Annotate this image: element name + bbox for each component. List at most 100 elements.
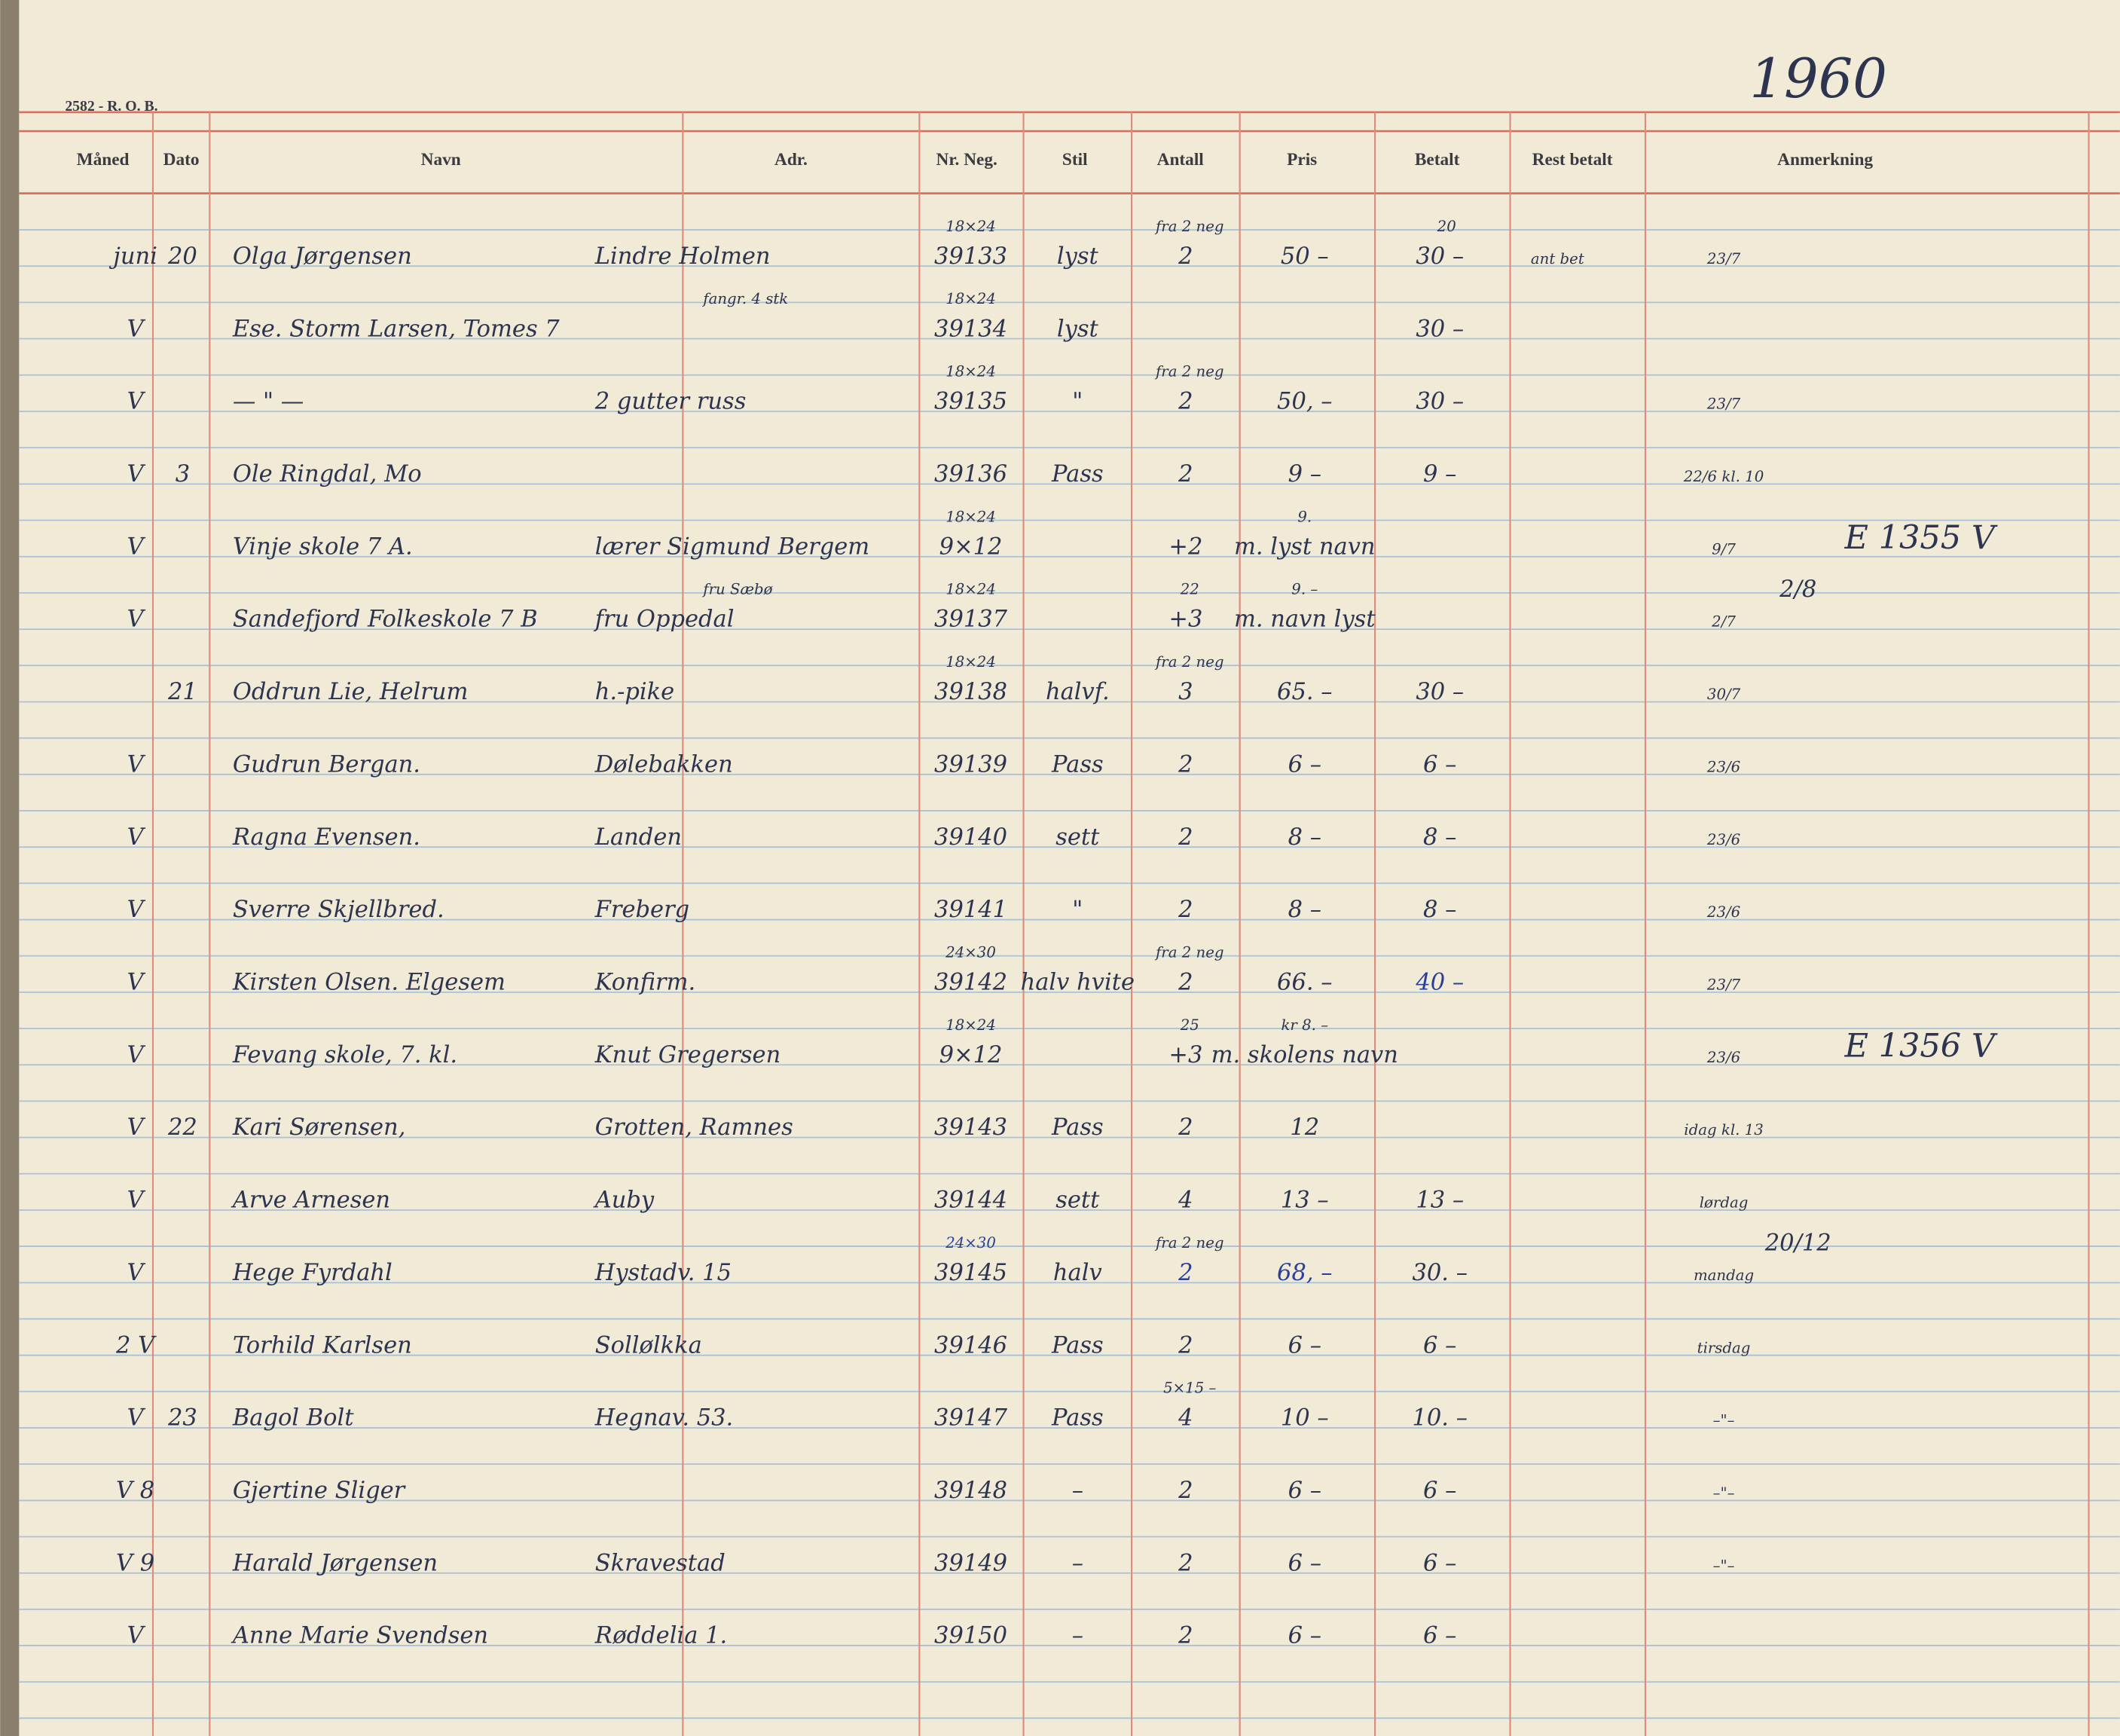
entry-antall: 2 [1178,969,1193,995]
entry-neg: 39140 [934,824,1007,851]
entry-pris: 10 – [1281,1405,1329,1432]
entry-navn: Kirsten Olsen. Elgesem [232,969,506,995]
entry-anm: 23/7 [1706,396,1741,413]
column-header: Antall [1157,150,1205,170]
entry-antall: +2 [1168,533,1202,560]
entry-betalt: 6 – [1423,751,1456,778]
entry-neg: 39141 [934,897,1007,923]
entry-neg: 39142 [934,969,1007,995]
entry-mark: V [127,389,146,415]
entry-mark: V [127,824,146,851]
entry-navn: Ese. Storm Larsen, Tomes 7 [232,316,560,342]
entry-stil: lyst [1057,243,1099,270]
entry-stil: – [1072,1478,1083,1504]
column-headers: Måned Dato Navn Adr. Nr. Neg. Stil Antall Pris B… [77,150,1874,170]
entry-mark: juni [108,243,157,270]
entry-adr: Røddelia 1. [594,1623,727,1649]
entry-dato: 3 [176,461,190,487]
entry-stil: Pass [1051,1332,1104,1359]
entry-adr: h.-pike [595,679,674,705]
column-header: Stil [1062,150,1088,170]
entry-mark: V [127,1187,146,1214]
entry-navn: Kari Sørensen, [232,1114,406,1141]
entries: juni 20 Olga Jørgensen Lindre Holmen18×2439… [108,218,1997,1649]
entry-mark: 2 V [115,1332,157,1359]
entry-adr: Konfirm. [594,969,696,995]
entry-format: 18×24 [945,290,996,307]
entry-format: 18×24 [945,1016,996,1034]
ruling [19,112,2120,1736]
entry-betalt: 13 – [1416,1187,1464,1214]
column-header: Rest betalt [1532,150,1613,170]
entry-stil: " [1072,389,1083,415]
entry-stil: – [1072,1550,1083,1576]
entry-betalt: 9 – [1423,461,1456,487]
entry-mark: V [127,1405,146,1432]
entry-neg: 39134 [934,316,1007,342]
entry-antall: 4 [1178,1405,1193,1432]
entry-betalt: 6 – [1423,1623,1456,1649]
entry-neg: 39137 [934,607,1008,633]
entry-adr: Grotten, Ramnes [595,1114,793,1141]
entry-antall: 3 [1178,679,1193,705]
column-header: Dato [163,150,200,170]
entry-navn: Anne Marie Svendsen [231,1623,488,1649]
entry-anm: lørdag [1700,1194,1749,1212]
entry-betalt: 6 – [1423,1550,1456,1576]
entry-neg: 9×12 [939,533,1003,560]
entry-anm-note: 20/12 [1764,1230,1831,1256]
entry-pris: 65. – [1277,679,1332,705]
entry-adr: lærer Sigmund Bergem [595,533,869,560]
entry-anm: 2/7 [1711,613,1736,631]
entry-betalt: 40 – [1415,969,1464,995]
entry-format: 18×24 [945,508,996,525]
entry-dato: 22 [167,1114,197,1141]
entry-navn: Sverre Skjellbred. [233,897,444,923]
entry-pris-note: 9. [1297,508,1312,525]
year: 1960 [1749,47,1887,110]
entry-pris: 6 – [1288,1623,1321,1649]
entry-navn: Harald Jørgensen [232,1550,438,1576]
entry-neg: 9×12 [939,1042,1003,1068]
entry-navn: Fevang skole, 7. kl. [232,1042,457,1068]
entry-adr: Hystadv. 15 [594,1260,732,1286]
entry-adr: Hegnav. 53. [594,1405,734,1432]
entry-pris: 8 – [1288,897,1321,923]
entry-antall: 2 [1178,389,1193,415]
column-header: Navn [421,150,461,170]
entry-stil: Pass [1051,461,1104,487]
entry-antall-note: fra 2 neg [1154,653,1224,671]
entry-betalt: 30. – [1412,1260,1467,1286]
entry-stil: – [1072,1623,1083,1649]
entry-extra: E 1355 V [1844,519,1998,557]
entry-antall-note: 25 [1180,1016,1199,1034]
binding [0,0,20,1736]
entry-mark: V [127,1042,146,1068]
entry-stil: Pass [1051,751,1104,778]
entry-betalt: 30 – [1416,389,1464,415]
entry-pris: 6 – [1288,1550,1321,1576]
entry-betalt: 6 – [1423,1332,1456,1359]
entry-neg: 39145 [934,1260,1007,1286]
entry-anm-note: 2/8 [1779,576,1816,603]
entry-stil: halvf. [1046,679,1110,705]
entry-antall-note: fra 2 neg [1154,363,1224,381]
entry-pris: 9 – [1288,461,1321,487]
entry-anm: tirsdag [1697,1339,1751,1356]
entry-anm: 30/7 [1707,686,1741,703]
entry-antall: +3 [1168,1042,1202,1068]
entry-pris-note: 9. – [1291,581,1318,598]
entry-anm: –"– [1713,1484,1735,1502]
entry-betalt: 30 – [1416,316,1464,342]
entry-antall: 2 [1178,1623,1193,1649]
entry-format: 18×24 [945,653,996,671]
entry-neg: 39144 [934,1187,1007,1214]
entry-anm: –"– [1713,1412,1735,1429]
entry-adr: Sollølkka [595,1332,702,1359]
entry-adr-note: fru Sæbø [701,581,773,598]
entry-mark: V [127,461,146,487]
entry-antall: 2 [1178,1478,1193,1504]
entry-adr: Skravestad [595,1550,726,1576]
entry-betalt: 10. – [1412,1405,1467,1432]
